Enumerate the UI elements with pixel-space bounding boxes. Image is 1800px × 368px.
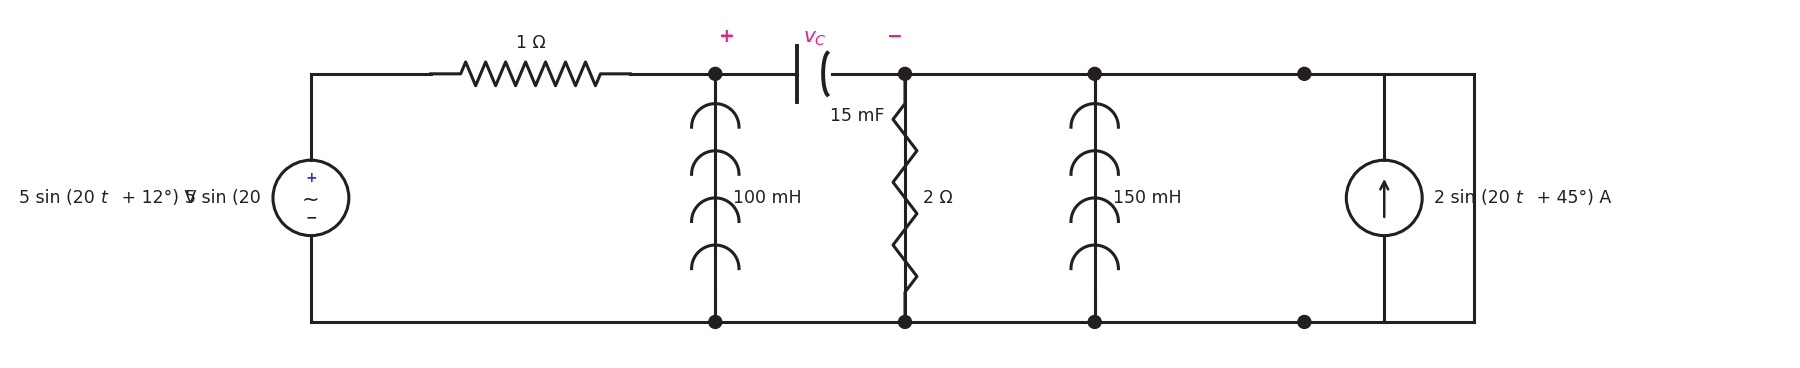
Circle shape [1089,67,1102,80]
Text: ~: ~ [302,190,320,210]
Circle shape [898,67,911,80]
Circle shape [1298,315,1310,328]
Circle shape [1089,315,1102,328]
Text: 5 sin (20: 5 sin (20 [185,189,261,207]
Text: $v_C$: $v_C$ [803,29,826,48]
Text: −: − [304,210,317,224]
Text: 1 Ω: 1 Ω [515,34,545,52]
Text: 5 sin (20: 5 sin (20 [20,189,95,207]
Text: +: + [720,27,734,46]
Circle shape [1298,67,1310,80]
Text: t: t [101,189,108,207]
Text: + 45°) A: + 45°) A [1532,189,1611,207]
Text: +: + [304,171,317,185]
Text: + 12°) V: + 12°) V [117,189,196,207]
Text: 15 mF: 15 mF [830,107,884,125]
Text: 2 sin (20: 2 sin (20 [1435,189,1510,207]
Text: t: t [1516,189,1523,207]
Circle shape [709,315,722,328]
Circle shape [898,315,911,328]
Text: 2 Ω: 2 Ω [923,189,952,207]
Text: −: − [887,27,904,46]
Text: 150 mH: 150 mH [1112,189,1181,207]
Circle shape [709,67,722,80]
Text: 100 mH: 100 mH [733,189,801,207]
